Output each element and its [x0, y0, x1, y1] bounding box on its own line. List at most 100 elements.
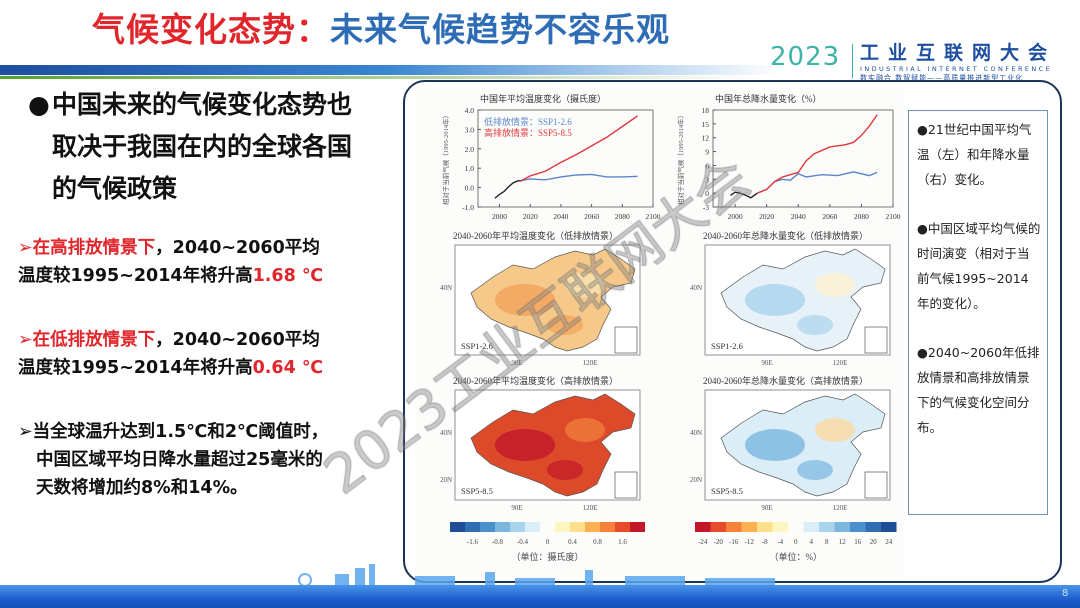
south-china-sea-inset: [614, 326, 638, 354]
x-tick-label: 2060: [584, 212, 599, 221]
colorbar-tick-label: 24: [885, 538, 893, 546]
colorbar-tick-label: 8: [825, 538, 829, 546]
chart-title: 中国年平均温度变化（摄氏度）: [480, 93, 606, 104]
main-line: 中国未来的气候变化态势也: [52, 90, 353, 119]
y-tick-label: 12: [702, 134, 710, 143]
colorbar-swatch: [850, 522, 866, 532]
lat-label: 20N: [440, 476, 452, 484]
colorbar-tick-label: 0: [794, 538, 798, 546]
colorbar-swatch: [555, 522, 570, 532]
map-panel: 2040-2060年总降水量变化（高排放情景） SSP5-8.5 90E 120E 40…: [690, 375, 891, 512]
colorbar-swatch: [726, 522, 742, 532]
y-tick-label: 9: [705, 148, 709, 157]
map-panel: 2040-2060年平均温度变化（低排放情景） SSP1-2.6 90E 120E 40…: [440, 230, 641, 367]
colorbar-swatch: [741, 522, 757, 532]
point-text: 中国区域平均日降水量超过25毫米的: [36, 450, 323, 470]
colorbar-swatch: [834, 522, 850, 532]
y-tick-label: 0.0: [465, 184, 475, 193]
point-text: 温度较1995~2014年将升高: [18, 358, 253, 378]
colorbar-swatch: [803, 522, 819, 532]
y-tick-label: 15: [702, 120, 710, 129]
colorbar-swatch: [695, 522, 711, 532]
point-high-emission: ➢在高排放情景下，2040~2060平均 温度较1995~2014年将升高1.6…: [18, 234, 398, 290]
scenario-label: SSP1-2.6: [461, 341, 493, 351]
legend-entry: 高排放情景：SSP5-8.5: [484, 127, 572, 138]
y-tick-label: 4.0: [465, 106, 475, 115]
point-text: 温度较1995~2014年将升高: [18, 266, 253, 286]
logo-english: INDUSTRIAL INTERNET CONFERENCE: [860, 65, 1053, 73]
point-text: ，2040~2060平均: [155, 238, 320, 258]
bullet-icon: ●: [28, 90, 50, 119]
map-pattern: [495, 284, 555, 316]
header-band: [0, 65, 780, 75]
legend-entry: 低排放情景：SSP1-2.6: [484, 116, 572, 127]
logo-year: 2023: [770, 42, 841, 72]
series-line-2: [756, 114, 878, 194]
map-pattern: [815, 273, 855, 297]
logo-divider: [852, 44, 853, 78]
map-pattern: [745, 284, 805, 316]
x-tick-label: 2000: [728, 212, 743, 221]
map-pattern: [815, 418, 855, 442]
south-china-sea-inset: [614, 471, 638, 499]
colorbar-tick-label: -16: [729, 538, 739, 546]
y-tick-label: 0: [705, 189, 709, 198]
point-prefix: 在高排放情景下: [32, 238, 156, 258]
point-text: 当全球温升达到1.5℃和2℃阈值时，: [32, 422, 329, 442]
lon-label: 120E: [583, 504, 598, 512]
colorbar-swatch: [630, 522, 645, 532]
colorbar-tick-label: -8: [762, 538, 768, 546]
x-tick-label: 2100: [886, 212, 901, 221]
colorbar-tick-label: 1.6: [618, 538, 627, 546]
page-number: 8: [1062, 588, 1069, 599]
note-text: 2040~2060年低排放情景和高排放情景下的气候变化空间分布。: [917, 345, 1040, 435]
y-tick-label: -1.0: [462, 203, 474, 212]
note-item: ●2040~2060年低排放情景和高排放情景下的气候变化空间分布。: [917, 345, 1040, 435]
lon-label: 90E: [511, 359, 522, 367]
map-title: 2040-2060年平均温度变化（低排放情景）: [453, 230, 618, 241]
colorbar-swatch: [615, 522, 630, 532]
arrow-icon: ➢: [18, 238, 33, 258]
y-tick-label: 3.0: [465, 125, 475, 134]
map-pattern: [495, 429, 555, 461]
colorbar-swatch: [480, 522, 495, 532]
colorbar-swatch: [865, 522, 881, 532]
lon-label: 120E: [833, 359, 848, 367]
main-line: 取决于我国在内的全球各国: [52, 132, 353, 161]
point-low-emission: ➢在低排放情景下，2040~2060平均 温度较1995~2014年将升高0.6…: [18, 326, 398, 382]
series-line-1: [520, 173, 638, 182]
colorbar-tick-label: 0.8: [593, 538, 602, 546]
map-pattern: [547, 460, 583, 480]
series-line-0: [494, 180, 521, 199]
x-tick-label: 2020: [523, 212, 538, 221]
x-tick-label: 2060: [822, 212, 837, 221]
colorbar-tick-label: 16: [854, 538, 862, 546]
y-tick-label: -3: [703, 203, 709, 212]
colorbar-tick-label: -1.6: [467, 538, 479, 546]
scenario-label: SSP1-2.6: [711, 341, 743, 351]
lat-label: 40N: [440, 284, 452, 292]
point-value: 0.64 ℃: [252, 358, 324, 378]
map-pattern: [565, 273, 605, 297]
lon-label: 90E: [761, 504, 772, 512]
note-text: 中国区域平均气候的时间演变（相对于当前气候1995~2014年的变化）。: [917, 221, 1041, 311]
y-tick-label: 3: [705, 175, 709, 184]
arrow-icon: ➢: [18, 330, 33, 350]
main-line: 的气候政策: [52, 174, 178, 203]
climate-figure: 中国年平均温度变化（摄氏度） 相对于当前气候（1995-2014年） 2000 202…: [415, 88, 903, 578]
lon-label: 90E: [761, 359, 772, 367]
arrow-icon: ➢: [18, 422, 33, 442]
chart-title: 中国年总降水量变化（%）: [715, 93, 822, 104]
y-axis-label: 相对于当前气候（1995-2014年）: [441, 112, 450, 205]
x-tick-label: 2020: [759, 212, 774, 221]
colorbar-tick-label: -4: [777, 538, 783, 546]
map-title: 2040-2060年总降水量变化（低排放情景）: [703, 230, 868, 241]
colorbar-swatch: [757, 522, 773, 532]
colorbar-swatch: [525, 522, 540, 532]
point-text: 天数将增加约8%和14%。: [36, 478, 248, 498]
map-pattern: [797, 315, 833, 335]
colorbar-swatch: [450, 522, 465, 532]
colorbar-tick-label: 0: [546, 538, 550, 546]
point-value: 1.68 ℃: [252, 266, 324, 286]
x-tick-label: 2040: [553, 212, 568, 221]
